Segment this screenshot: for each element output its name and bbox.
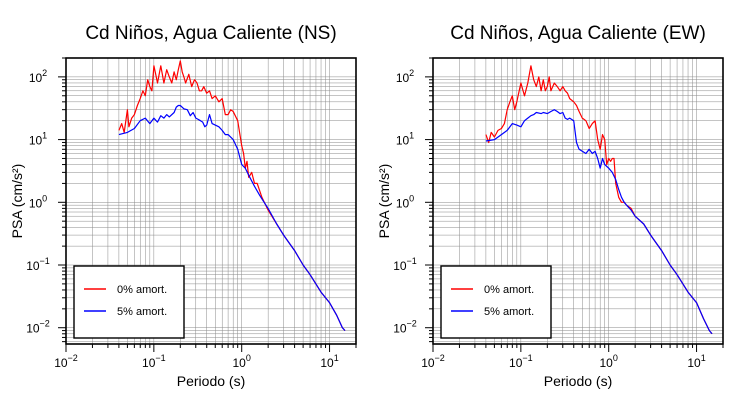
legend-label: 0% amort. bbox=[117, 284, 167, 296]
y-tick-labels: 10−2 10−1 100 101 102 bbox=[26, 68, 50, 336]
x-axis-label: Periodo (s) bbox=[544, 373, 612, 389]
y-tick-labels: 10−2 10−1 100 101 102 bbox=[393, 68, 417, 336]
series-line-red bbox=[118, 60, 346, 332]
y-tick-label: 100 bbox=[396, 193, 414, 210]
x-tick-label: 10−2 bbox=[421, 353, 445, 370]
chart-title: Cd Niños, Agua Caliente (NS) bbox=[85, 23, 336, 44]
chart-panel-ew: Cd Niños, Agua Caliente (EW) 10−2 10−1 100… bbox=[376, 23, 724, 389]
legend-label: 0% amort. bbox=[484, 284, 534, 296]
legend: 0% amort. 5% amort. bbox=[73, 265, 185, 339]
legend-box bbox=[73, 265, 185, 339]
x-tick-label: 10−1 bbox=[142, 353, 166, 370]
series-group bbox=[485, 65, 713, 335]
series-line-blue bbox=[485, 109, 713, 335]
y-tick-label: 10−2 bbox=[26, 319, 50, 336]
y-axis-label: PSA (cm/s²) bbox=[9, 164, 25, 239]
x-tick-label: 10−2 bbox=[54, 353, 78, 370]
x-tick-label: 101 bbox=[320, 353, 338, 370]
plot-frame bbox=[432, 57, 724, 345]
y-tick-label: 101 bbox=[396, 131, 414, 148]
chart-title: Cd Niños, Agua Caliente (EW) bbox=[450, 23, 706, 44]
legend: 0% amort. 5% amort. bbox=[440, 265, 552, 339]
series-group bbox=[118, 60, 346, 332]
y-tick-label: 102 bbox=[29, 68, 47, 85]
x-tick-labels: 10−2 10−1 100 101 bbox=[421, 353, 706, 370]
y-axis-label: PSA (cm/s²) bbox=[376, 164, 392, 239]
x-tick-label: 101 bbox=[687, 353, 705, 370]
legend-label: 5% amort. bbox=[117, 306, 167, 318]
y-tick-label: 10−2 bbox=[393, 319, 417, 336]
x-tick-label: 10−1 bbox=[509, 353, 533, 370]
y-tick-label: 102 bbox=[396, 68, 414, 85]
x-tick-label: 100 bbox=[233, 353, 251, 370]
plot-frame bbox=[65, 57, 357, 345]
y-tick-label: 101 bbox=[29, 131, 47, 148]
legend-box bbox=[440, 265, 552, 339]
y-tick-label: 100 bbox=[29, 193, 47, 210]
x-axis-label: Periodo (s) bbox=[177, 373, 245, 389]
chart-panel-ns: Cd Niños, Agua Caliente (NS) 10−2 10−1 100… bbox=[9, 23, 357, 389]
legend-label: 5% amort. bbox=[484, 306, 534, 318]
y-tick-label: 10−1 bbox=[26, 256, 50, 273]
x-tick-labels: 10−2 10−1 100 101 bbox=[54, 353, 339, 370]
x-tick-label: 100 bbox=[600, 353, 618, 370]
series-line-blue bbox=[118, 104, 346, 332]
y-tick-label: 10−1 bbox=[393, 256, 417, 273]
